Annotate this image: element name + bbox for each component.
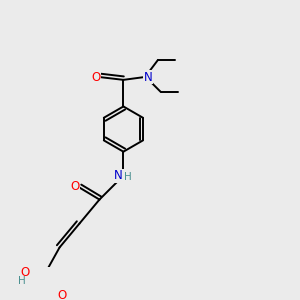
Text: O: O [20, 266, 30, 279]
Text: O: O [92, 71, 100, 84]
Text: O: O [70, 180, 79, 193]
Text: H: H [124, 172, 132, 182]
Text: N: N [144, 71, 152, 84]
Text: N: N [114, 169, 123, 182]
Text: H: H [18, 276, 26, 286]
Text: O: O [58, 290, 67, 300]
